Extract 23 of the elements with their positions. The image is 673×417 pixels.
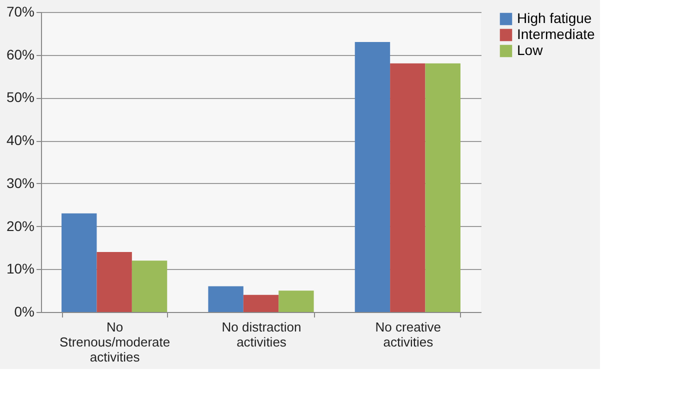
bar [62,213,97,312]
legend-label: High fatigue [517,10,592,26]
x-tick-label: No distraction activities [222,320,302,350]
x-tick-label: No creative activities [375,320,442,350]
bar [208,286,244,312]
legend-label: Intermediate [517,26,596,42]
y-tick-label: 60% [6,46,34,62]
y-tick-label: 0% [14,304,34,320]
bar [354,42,390,312]
legend-label: Low [517,42,544,58]
y-tick-label: 20% [6,218,34,234]
bar [243,294,279,312]
x-tick-label: No Strenous/moderate activities [60,320,170,364]
y-tick-label: 30% [6,174,34,191]
bar [390,63,426,312]
bar [96,252,132,312]
bar [132,260,168,312]
y-tick-label: 70% [6,4,34,20]
y-tick-label: 40% [6,132,34,148]
bar [425,63,460,312]
y-tick-label: 10% [6,260,34,277]
y-tick-label: 50% [6,89,34,106]
bar [278,290,314,312]
